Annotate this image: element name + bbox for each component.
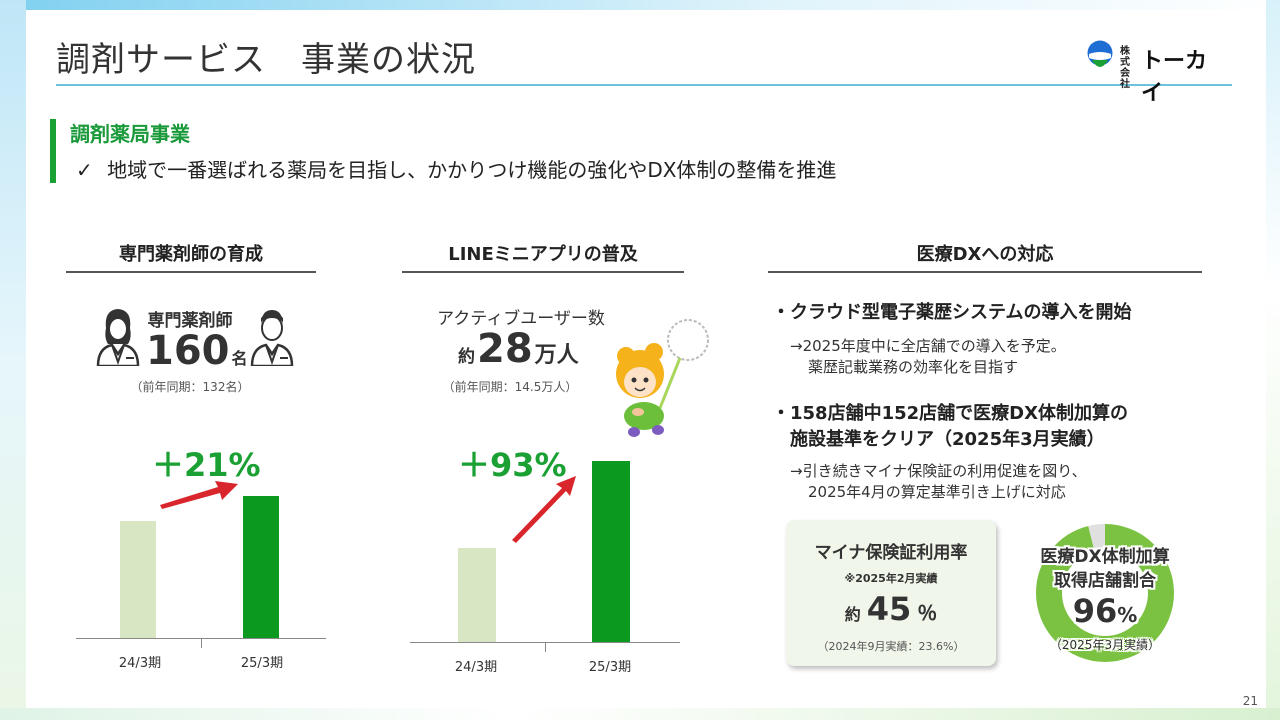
- col1-bar-2: [243, 496, 279, 638]
- page-title: 調剤サービス 事業の状況: [56, 40, 476, 80]
- logo-small-text: 株式会社: [1120, 46, 1130, 90]
- col1-stat-value: 160: [146, 328, 230, 374]
- col1-heading: 専門薬剤師の育成: [119, 244, 263, 265]
- mina-value-group: 約 45 ％: [786, 590, 996, 628]
- col1-growth-arrow-icon: [160, 481, 238, 509]
- bullet1-line1: →2025年度中に全店舗での導入を予定。: [790, 337, 1066, 355]
- background-left-band: [0, 0, 26, 720]
- donut-value-group: 96%: [1010, 592, 1200, 630]
- bullet1-line2: 薬歴記載業務の効率化を目指す: [808, 358, 1019, 376]
- title-rule: [56, 84, 1232, 86]
- mina-note: ※2025年2月実績: [844, 572, 938, 585]
- donut-title-line1: 医療DX体制加算: [1040, 547, 1170, 567]
- donut-title-line2: 取得店舗割合: [1054, 571, 1156, 591]
- donut-value: 96: [1072, 592, 1118, 630]
- donut-slice-2: [1036, 524, 1174, 662]
- donut-note: （2025年3月実績）: [1049, 638, 1161, 652]
- col2-x-label-2: 25/3期: [588, 660, 632, 675]
- logo-mark-icon: [1087, 40, 1113, 67]
- col2-growth-arrow-icon: [512, 476, 576, 543]
- col1-bar-1: [120, 521, 156, 638]
- mina-value: 45: [866, 590, 912, 628]
- bullet2-line1: →引き続きマイナ保険証の利用促進を図り、: [790, 462, 1087, 480]
- donut-unit: %: [1117, 603, 1138, 627]
- col2-x-tick: [545, 642, 546, 652]
- background-bottom-band: [0, 708, 1280, 720]
- col1-stat-label: 専門薬剤師: [147, 311, 233, 331]
- mina-title: マイナ保険証利用率: [814, 543, 968, 563]
- section-description: ✓ 地域で一番選ばれる薬局を目指し、かかりつけ機能の強化やDX体制の整備を推進: [76, 154, 836, 183]
- col2-stat-value: 28: [477, 326, 533, 372]
- section-accent-bar: [50, 119, 56, 183]
- mina-prev: （2024年9月実績：23.6%）: [817, 640, 965, 653]
- logo-name: トーカイ: [1141, 49, 1208, 106]
- col1-stat-prev: （前年同期：132名）: [130, 380, 250, 394]
- mina-unit: ％: [917, 601, 938, 625]
- col2-bar-2: [592, 461, 630, 642]
- col2-bar-1: [458, 548, 496, 642]
- background-top-band: [0, 0, 1280, 10]
- page-number: 21: [1242, 694, 1258, 708]
- pharmacist-female-icon: [96, 309, 140, 366]
- col3-rule: [768, 271, 1202, 273]
- bullet2-heading-line1: ・158店舗中152店舗で医療DX体制加算の: [772, 403, 1128, 424]
- background-right-band: [1266, 0, 1280, 720]
- col2-stat-prefix: 約: [458, 347, 475, 367]
- section-description-text: 地域で一番選ばれる薬局を目指し、かかりつけ機能の強化やDX体制の整備を推進: [107, 158, 837, 182]
- bullet2-line2: 2025年4月の算定基準引き上げに対応: [808, 483, 1066, 501]
- col1-x-tick: [201, 638, 202, 648]
- col1-x-label-1: 24/3期: [118, 656, 162, 671]
- col2-rule: [402, 271, 684, 273]
- col2-stat-label: アクティブユーザー数: [437, 309, 605, 329]
- check-mark-icon: ✓: [76, 158, 93, 182]
- col1-stat-value-group: 160 名: [146, 328, 248, 374]
- pharmacist-male-icon: [250, 310, 294, 366]
- col2-x-label-1: 24/3期: [454, 660, 498, 675]
- col2-heading: LINEミニアプリの普及: [448, 244, 638, 265]
- bullet2-heading-line2: 施設基準をクリア（2025年3月実績）: [790, 429, 1105, 450]
- col2-stat-value-group: 約28万人: [458, 326, 579, 372]
- col1-growth: ＋21%: [152, 446, 261, 484]
- col1-stat-unit: 名: [231, 349, 248, 368]
- mynumber-insurance-card: マイナ保険証利用率 ※2025年2月実績 約 45 ％ （2024年9月実績：23.…: [786, 520, 996, 666]
- col2-stat-unit: 万人: [534, 343, 579, 368]
- company-logo: 株式会社 トーカイ: [1086, 40, 1222, 106]
- col3-heading: 医療DXへの対応: [916, 244, 1054, 265]
- col1-rule: [66, 271, 316, 273]
- mascot-character-icon: [616, 319, 709, 437]
- col2-stat-prev: （前年同期：14.5万人）: [442, 380, 578, 394]
- section-title: 調剤薬局事業: [70, 122, 190, 146]
- col2-growth: ＋93%: [458, 446, 567, 484]
- mina-prefix: 約: [844, 605, 861, 624]
- bullet1-heading: ・クラウド型電子薬歴システムの導入を開始: [772, 302, 1132, 323]
- col1-x-label-2: 25/3期: [240, 656, 284, 671]
- dx-ratio-donut-chart: [1036, 524, 1174, 662]
